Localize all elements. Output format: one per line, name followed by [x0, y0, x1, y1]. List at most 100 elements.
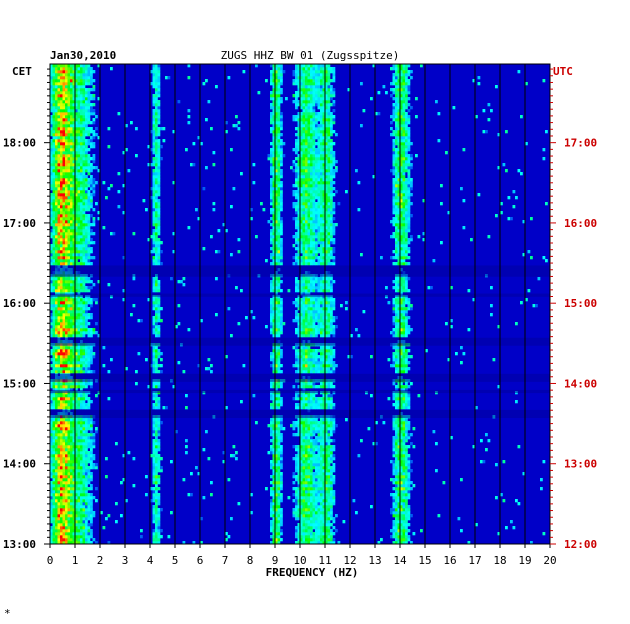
spectrogram-cell [82, 334, 86, 338]
spectrogram-cell [395, 496, 398, 500]
spectrogram-cell [330, 430, 333, 434]
spectrogram-cell [87, 436, 91, 440]
spectrogram-cell [55, 529, 58, 533]
spectrogram-cell [57, 406, 61, 410]
spectrogram-cell [120, 514, 123, 518]
spectrogram-cell [80, 403, 83, 407]
spectrogram-cell [50, 301, 53, 305]
spectrogram-cell [305, 454, 308, 458]
spectrogram-cell [90, 250, 93, 254]
spectrogram-cell [160, 250, 163, 254]
spectrogram-cell [307, 250, 311, 254]
spectrogram-cell [302, 286, 306, 290]
spectrogram-cell [320, 232, 323, 236]
spectrogram-cell [57, 517, 61, 521]
spectrogram-cell [72, 451, 76, 455]
spectrogram-cell [325, 472, 328, 476]
spectrogram-cell [307, 529, 311, 533]
spectrogram-cell [412, 484, 416, 488]
spectrogram-cell [395, 220, 398, 224]
spectrogram-cell [85, 304, 88, 308]
spectrogram-cell [277, 505, 281, 509]
spectrogram-cell [407, 325, 411, 329]
spectrogram-cell [537, 277, 541, 281]
spectrogram-cell [87, 445, 91, 449]
spectrogram-cell [92, 442, 96, 446]
spectrogram-cell [297, 211, 301, 215]
spectrogram-cell [302, 385, 306, 389]
spectrogram-cell [327, 310, 331, 314]
spectrogram-cell [70, 502, 73, 506]
spectrogram-cell [50, 244, 53, 248]
spectrogram-cell [397, 232, 401, 236]
spectrogram-cell [405, 223, 408, 227]
spectrogram-cell [402, 400, 406, 404]
spectrogram-cell [327, 445, 331, 449]
spectrogram-cell [310, 541, 313, 545]
spectrogram-cell [52, 457, 56, 461]
spectrogram-cell [315, 214, 318, 218]
spectrogram-cell [300, 334, 303, 338]
spectrogram-cell [85, 394, 88, 398]
spectrogram-cell [320, 280, 323, 284]
spectrogram-cell [57, 421, 61, 425]
spectrogram-cell [62, 442, 66, 446]
spectrogram-cell [65, 361, 68, 365]
spectrogram-cell [67, 250, 71, 254]
spectrogram-cell [495, 496, 498, 500]
spectrogram-cell [57, 355, 61, 359]
spectrogram-cell [80, 436, 83, 440]
spectrogram-cell [307, 385, 311, 389]
spectrogram-cell [310, 436, 313, 440]
spectrogram-cell [302, 346, 306, 350]
spectrogram-cell [155, 331, 158, 335]
spectrogram-cell [312, 511, 316, 515]
spectrogram-cell [317, 247, 321, 251]
spectrogram-cell [305, 538, 308, 542]
spectrogram-cell [50, 529, 53, 533]
spectrogram-cell [90, 472, 93, 476]
spectrogram-cell [82, 484, 86, 488]
spectrogram-cell [275, 388, 278, 392]
spectrogram-cell [60, 223, 63, 227]
spectrogram-cell [280, 382, 283, 386]
spectrogram-cell [400, 487, 403, 491]
spectrogram-cell [155, 223, 158, 227]
spectrogram-cell [70, 487, 73, 491]
spectrogram-cell [275, 298, 278, 302]
spectrogram-cell [280, 253, 283, 257]
spectrogram-cell [277, 331, 281, 335]
spectrogram-cell [405, 235, 408, 239]
spectrogram-cell [50, 442, 53, 446]
spectrogram-cell [227, 307, 231, 311]
spectrogram-cell [50, 262, 53, 266]
spectrogram-cell [332, 223, 336, 227]
spectrogram-cell [280, 352, 283, 356]
spectrogram-cell [405, 262, 408, 266]
spectrogram-cell [312, 316, 316, 320]
spectrogram-cell [87, 367, 91, 371]
spectrogram-cell [310, 226, 313, 230]
spectrogram-cell [402, 364, 406, 368]
spectrogram-cell [315, 226, 318, 230]
spectrogram-cell [82, 283, 86, 287]
spectrogram-cell [302, 397, 306, 401]
spectrogram-cell [295, 535, 298, 539]
spectrogram-cell [50, 466, 53, 470]
spectrogram-cell [317, 454, 321, 458]
spectrogram-cell [302, 349, 306, 353]
spectrogram-cell [70, 475, 73, 479]
spectrogram-cell [52, 367, 56, 371]
spectrogram-cell [55, 283, 58, 287]
spectrogram-cell [65, 514, 68, 518]
spectrogram-cell [392, 364, 396, 368]
spectrogram-cell [292, 487, 296, 491]
spectrogram-cell [295, 358, 298, 362]
spectrogram-cell [152, 475, 156, 479]
spectrogram-cell [157, 280, 161, 284]
spectrogram-cell [397, 397, 401, 401]
spectrogram-cell [72, 469, 76, 473]
spectrogram-cell [75, 220, 78, 224]
spectrogram-cell [65, 424, 68, 428]
spectrogram-cell [272, 310, 276, 314]
